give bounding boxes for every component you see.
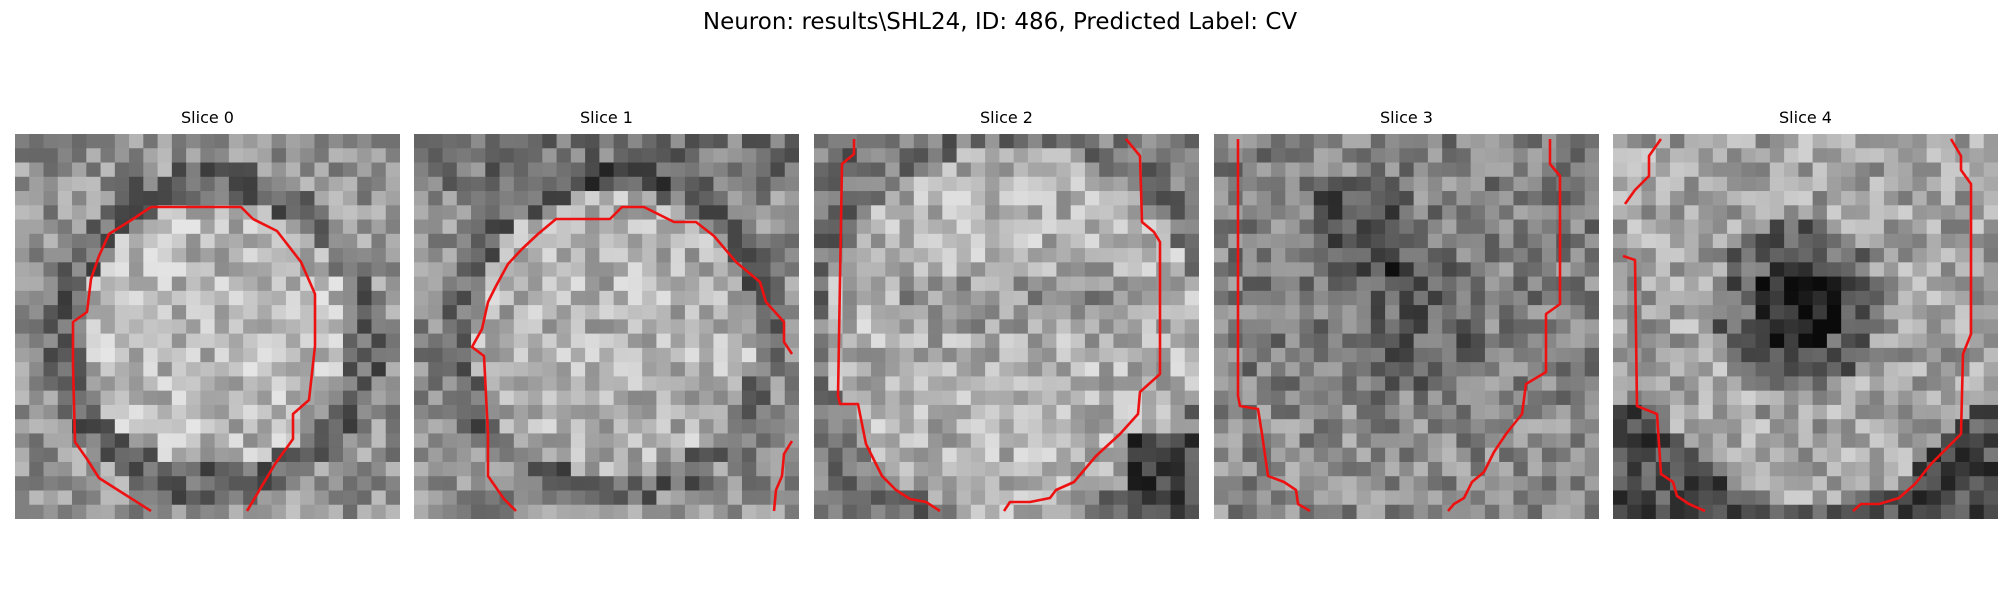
slice-image: [1613, 134, 1998, 519]
figure-title: Neuron: results\SHL24, ID: 486, Predicte…: [702, 9, 1298, 35]
pixel-grid: [1214, 134, 1599, 519]
contour-line: [1623, 138, 1663, 205]
slice-title: Slice 3: [1380, 108, 1433, 127]
contour-line: [470, 205, 794, 512]
pixel-grid: [15, 134, 400, 519]
contour-line: [1236, 139, 1311, 513]
slice-panel: Slice 2: [814, 108, 1199, 519]
contour-line: [71, 205, 152, 513]
pixel-grid: [1613, 134, 1998, 519]
contour-line: [1622, 254, 1706, 513]
contour-line: [1447, 139, 1562, 512]
slice-title: Slice 4: [1779, 108, 1832, 127]
contour-line: [151, 205, 317, 512]
slice-title: Slice 2: [980, 108, 1033, 127]
slice-panel: Slice 0: [15, 108, 400, 519]
contour-line: [1852, 138, 1973, 512]
slice-panel: Slice 1: [414, 108, 799, 519]
contour-line: [772, 440, 794, 512]
slice-image: [15, 134, 400, 519]
slice-image: [814, 134, 1199, 519]
pixel-grid: [414, 134, 799, 519]
slice-panel: Slice 4: [1613, 108, 1998, 519]
slice-panel: Slice 3: [1214, 108, 1599, 519]
contour-line: [1002, 138, 1162, 512]
slice-image: [414, 134, 799, 519]
contour-line: [836, 139, 941, 513]
slice-title: Slice 1: [580, 108, 633, 127]
pixel-grid: [814, 134, 1199, 519]
slice-image: [1214, 134, 1599, 519]
slice-title: Slice 0: [181, 108, 234, 127]
